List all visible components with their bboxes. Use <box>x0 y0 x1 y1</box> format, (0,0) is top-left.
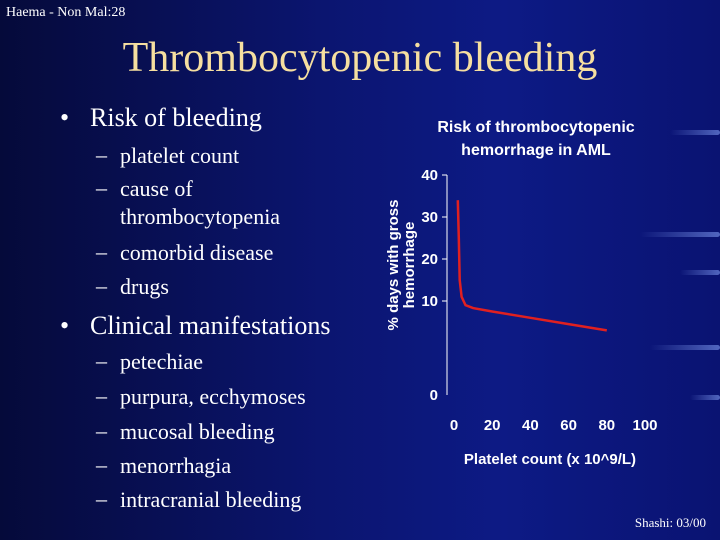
bullet-dot: • <box>60 103 70 132</box>
y-tick-label: 20 <box>421 251 438 268</box>
y-tick-label: 10 <box>421 293 438 310</box>
bullet-label: Risk of bleeding <box>90 103 262 132</box>
sub-item-label: petechiae <box>120 349 204 374</box>
dash-marker: – <box>96 273 107 298</box>
slide-footer: Shashi: 03/00 <box>634 515 706 530</box>
sub-item-label: platelet count <box>120 143 240 168</box>
x-tick-label: 80 <box>598 417 615 434</box>
dash-marker: – <box>96 418 107 443</box>
sub-item-label: intracranial bleeding <box>120 487 302 512</box>
y-axis-label-line-1: % days with gross <box>385 200 402 331</box>
x-tick-label: 0 <box>450 417 458 434</box>
dash-marker: – <box>96 486 107 511</box>
y-axis-label-line-2: hemorrhage <box>401 222 418 309</box>
dash-marker: – <box>96 142 107 167</box>
decorative-streak <box>680 270 720 275</box>
bullet-label: Clinical manifestations <box>90 311 331 340</box>
sub-item-label: drugs <box>120 274 169 299</box>
dash-marker: – <box>96 452 107 477</box>
sub-item-label: cause of thrombocytopenia <box>120 176 281 229</box>
risk-chart: Risk of thrombocytopenic hemorrhage in A… <box>385 119 658 468</box>
series-line <box>456 200 608 332</box>
chart-title-line-1: Risk of thrombocytopenic <box>437 119 634 136</box>
bullet-dot: • <box>60 311 70 340</box>
dash-marker: – <box>96 175 107 200</box>
decorative-streak <box>650 345 720 350</box>
x-tick-label: 100 <box>632 417 657 434</box>
sub-item-label: comorbid disease <box>120 240 274 265</box>
decorative-streak <box>670 130 720 135</box>
x-tick-label: 60 <box>560 417 577 434</box>
y-tick-label: 0 <box>430 387 438 404</box>
sub-item-label: menorrhagia <box>120 453 232 478</box>
y-tick-label: 40 <box>421 167 438 184</box>
x-tick-label: 40 <box>522 417 539 434</box>
x-axis-label: Platelet count (x 10^9/L) <box>464 451 636 468</box>
decorative-streak <box>690 395 720 400</box>
decorative-streak <box>640 232 720 237</box>
x-tick-label: 20 <box>484 417 501 434</box>
slide-title: Thrombocytopenic bleeding <box>122 35 598 81</box>
dash-marker: – <box>96 239 107 264</box>
sub-item-label: mucosal bleeding <box>120 419 275 444</box>
sub-item-label: purpura, ecchymoses <box>120 384 306 409</box>
chart-title-line-2: hemorrhage in AML <box>461 142 611 159</box>
slide-header: Haema - Non Mal:28 <box>6 5 126 20</box>
y-tick-label: 30 <box>421 209 438 226</box>
dash-marker: – <box>96 348 107 373</box>
dash-marker: – <box>96 383 107 408</box>
